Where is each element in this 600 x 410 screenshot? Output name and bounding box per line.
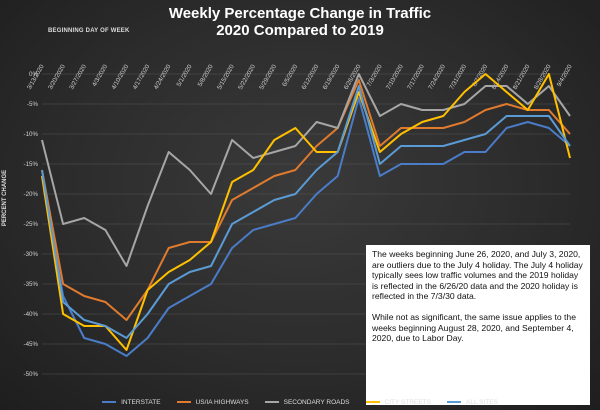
y-tick-label: 0%: [29, 71, 38, 78]
x-tick-label: 4/17/2020: [132, 63, 152, 91]
x-tick-label: 5/29/2020: [258, 63, 278, 91]
y-tick-label: -20%: [24, 191, 39, 198]
chart-title-line1: Weekly Percentage Change in Traffic: [168, 5, 432, 22]
x-tick-label: 9/4/2020: [556, 63, 574, 88]
y-tick-label: -15%: [24, 161, 39, 168]
series-line-interstate: [41, 97, 571, 357]
y-tick-label: -35%: [24, 281, 39, 288]
y-tick-label: -50%: [24, 371, 39, 378]
legend-swatch-interstate: [102, 400, 117, 404]
y-tick-label: -10%: [24, 131, 39, 138]
x-tick-label: 7/3/2020: [366, 63, 384, 88]
series-line-city-streets: [41, 73, 571, 351]
y-axis-label: PERCENT CHANGE: [2, 169, 8, 227]
x-tick-label: 6/5/2020: [281, 63, 299, 88]
y-tick-label: -40%: [24, 311, 39, 318]
series-line-all-sites: [41, 85, 571, 339]
x-tick-label: 5/15/2020: [216, 63, 236, 91]
legend-item-all-sites: ALL SITES: [447, 399, 498, 406]
x-tick-label: 8/21/2020: [512, 63, 532, 91]
x-tick-label: 4/24/2020: [153, 63, 173, 91]
legend-label-us-ia-highways: US/IA HIGHWAYS: [195, 398, 249, 406]
legend-label-secondary-roads: SECONDARY ROADS: [283, 398, 350, 406]
legend-item-interstate: INTERSTATE: [102, 398, 161, 406]
y-tick-label: -45%: [24, 341, 39, 348]
series-line-us-ia-highways: [41, 79, 571, 321]
x-tick-label: 7/17/2020: [406, 63, 426, 91]
legend-swatch-secondary-roads: [264, 400, 279, 404]
x-tick-label: 7/10/2020: [385, 63, 405, 91]
x-tick-label: 4/10/2020: [110, 63, 130, 91]
legend-label-city-streets: CITY STREETS: [384, 398, 431, 406]
x-tick-label: 7/31/2020: [448, 63, 468, 91]
legend-item-city-streets: CITY STREETS: [365, 398, 431, 406]
legend-label-interstate: INTERSTATE: [121, 398, 161, 406]
note-paragraph-1: The weeks beginning June 26, 2020, and J…: [372, 249, 583, 302]
chart-title-line2: 2020 Compared to 2019: [216, 22, 384, 39]
x-tick-label: 7/24/2020: [427, 63, 447, 91]
x-tick-label: 3/27/2020: [68, 63, 88, 91]
x-tick-label: 3/20/2020: [47, 63, 67, 91]
legend-swatch-city-streets: [365, 400, 380, 404]
y-tick-label: -5%: [27, 101, 39, 108]
x-tick-label: 6/12/2020: [300, 63, 320, 91]
legend-swatch-all-sites: [447, 400, 461, 404]
note-paragraph-2: While not as significant, the same issue…: [372, 311, 576, 344]
series-line-secondary-roads: [41, 73, 571, 267]
legend-item-secondary-roads: SECONDARY ROADS: [264, 398, 350, 406]
legend-item-us-ia-highways: US/IA HIGHWAYS: [176, 398, 249, 406]
x-tick-label: 5/8/2020: [197, 63, 215, 88]
chart-legend: INTERSTATE US/IA HIGHWAYS SECONDARY ROAD…: [0, 396, 600, 408]
y-tick-label: -30%: [24, 251, 39, 258]
x-tick-label: 6/19/2020: [322, 63, 342, 91]
legend-swatch-us-ia-highways: [176, 400, 191, 404]
x-tick-label: 5/1/2020: [175, 63, 193, 88]
x-tick-label: 5/22/2020: [237, 63, 257, 91]
x-axis-caption: BEGINNING DAY OF WEEK: [48, 28, 130, 34]
x-tick-label: 4/3/2020: [91, 63, 109, 88]
y-tick-label: -25%: [24, 221, 39, 228]
annotation-note: The weeks beginning June 26, 2020, and J…: [366, 245, 590, 405]
legend-label-all-sites: ALL SITES: [466, 398, 498, 406]
